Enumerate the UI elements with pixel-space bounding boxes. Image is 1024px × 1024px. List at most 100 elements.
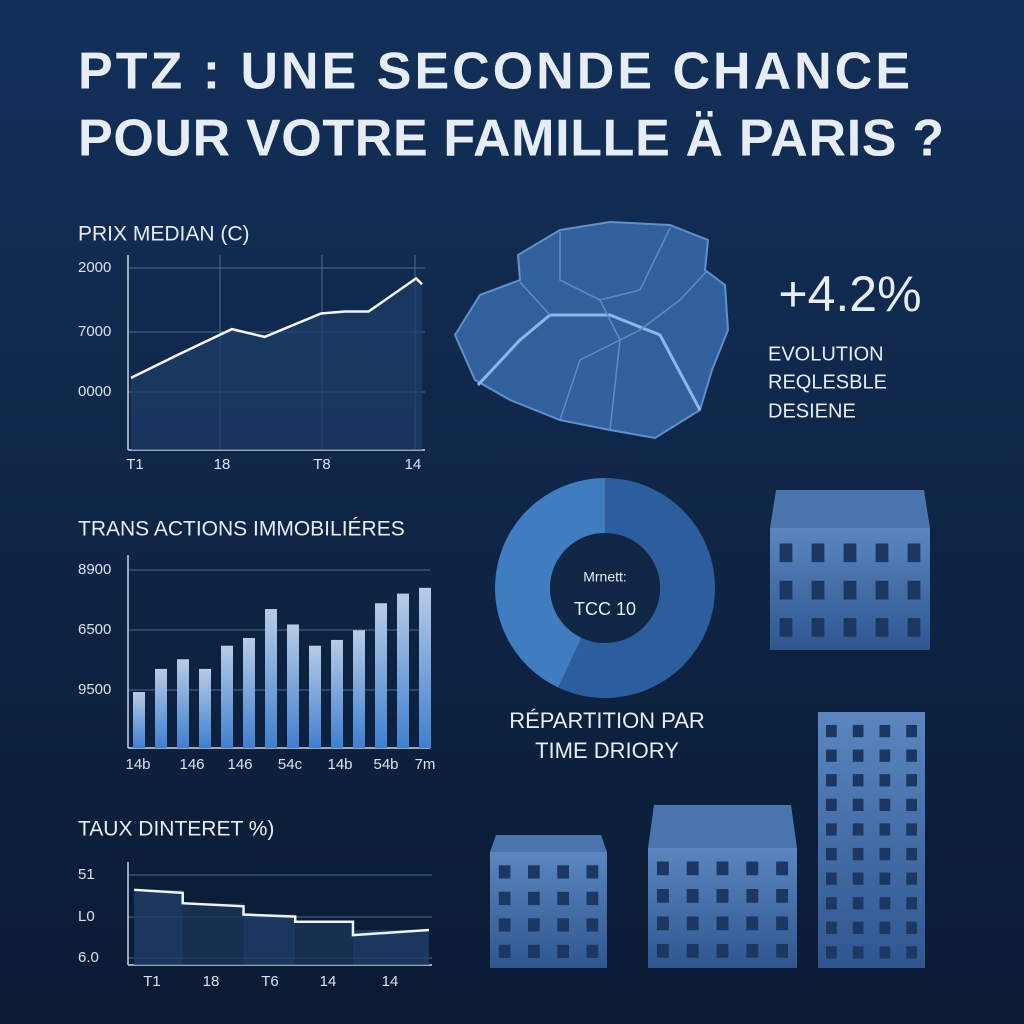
x-tick-label: 146 bbox=[179, 756, 204, 773]
window bbox=[879, 946, 891, 959]
roof bbox=[490, 835, 607, 852]
donut-caption: RÉPARTITION PAR bbox=[509, 708, 705, 733]
bar bbox=[155, 668, 167, 748]
bar bbox=[177, 659, 189, 748]
title-line: PTZ : UNE SECONDE CHANCE bbox=[78, 43, 910, 101]
panel-title: TAUX DINTERET %) bbox=[78, 818, 274, 841]
step-area bbox=[352, 929, 429, 965]
window bbox=[498, 918, 511, 932]
bar bbox=[243, 637, 255, 748]
window bbox=[879, 749, 891, 762]
x-tick-label: 14b bbox=[327, 756, 352, 773]
window bbox=[776, 889, 789, 903]
window bbox=[826, 946, 837, 959]
window bbox=[826, 921, 837, 935]
area bbox=[130, 278, 423, 450]
window bbox=[826, 798, 837, 812]
window bbox=[852, 823, 864, 836]
donut-caption: TIME DRIORY bbox=[535, 738, 679, 763]
window bbox=[875, 618, 889, 637]
window bbox=[557, 944, 569, 959]
window bbox=[879, 847, 891, 861]
window bbox=[528, 918, 540, 932]
window bbox=[528, 891, 540, 906]
evolution-label: REQLESBLE bbox=[768, 371, 887, 393]
window bbox=[906, 847, 917, 861]
bar bbox=[331, 639, 343, 748]
window bbox=[852, 921, 864, 935]
window bbox=[826, 897, 837, 910]
window bbox=[879, 921, 891, 935]
x-tick-label: 14 bbox=[405, 456, 422, 473]
window bbox=[906, 823, 917, 836]
donut-segment bbox=[494, 478, 605, 688]
x-tick-label: 18 bbox=[214, 456, 231, 473]
window bbox=[686, 861, 699, 876]
bar bbox=[397, 593, 409, 748]
x-tick-label: T8 bbox=[313, 456, 331, 473]
x-tick-label: 146 bbox=[227, 756, 252, 773]
window bbox=[746, 944, 759, 958]
donut-center: Mrnett: bbox=[583, 569, 627, 585]
window bbox=[852, 897, 864, 910]
evolution-value: +4.2% bbox=[778, 266, 921, 322]
window bbox=[852, 798, 864, 812]
window bbox=[779, 580, 793, 600]
step-area bbox=[182, 903, 244, 965]
window bbox=[826, 823, 837, 836]
donut-hole bbox=[550, 533, 660, 643]
window bbox=[843, 580, 857, 600]
window bbox=[852, 749, 864, 762]
window bbox=[656, 889, 669, 903]
window bbox=[907, 580, 921, 600]
window bbox=[879, 872, 891, 885]
y-tick-label: 6.0 bbox=[78, 949, 99, 966]
window bbox=[528, 944, 540, 959]
window bbox=[656, 861, 669, 876]
x-tick-label: 7m bbox=[415, 756, 436, 773]
window bbox=[811, 618, 825, 637]
bar bbox=[265, 609, 277, 748]
window bbox=[746, 889, 759, 903]
x-tick-label: 54b bbox=[373, 756, 398, 773]
window bbox=[586, 944, 599, 959]
window bbox=[811, 543, 825, 563]
window bbox=[879, 774, 891, 787]
y-tick-label: L0 bbox=[78, 908, 95, 925]
window bbox=[843, 618, 857, 637]
panel-title: TRANS ACTIONS IMMOBILIÉRES bbox=[78, 518, 405, 541]
window bbox=[852, 946, 864, 959]
window bbox=[586, 865, 599, 879]
window bbox=[826, 872, 837, 885]
window bbox=[686, 916, 699, 931]
step-area bbox=[243, 914, 296, 965]
window bbox=[586, 891, 599, 906]
window bbox=[498, 865, 511, 879]
window bbox=[906, 749, 917, 762]
window bbox=[826, 749, 837, 762]
bar bbox=[419, 587, 431, 748]
buildings bbox=[490, 490, 930, 968]
window bbox=[843, 543, 857, 563]
line bbox=[134, 888, 430, 937]
bar bbox=[133, 692, 145, 748]
window bbox=[879, 897, 891, 910]
window bbox=[875, 543, 889, 563]
y-tick-label: 0000 bbox=[78, 383, 111, 400]
line bbox=[130, 276, 423, 379]
window bbox=[879, 724, 891, 738]
window bbox=[716, 916, 729, 931]
step-area bbox=[295, 921, 353, 965]
window bbox=[906, 897, 917, 910]
window bbox=[528, 865, 540, 879]
window bbox=[779, 618, 793, 637]
window bbox=[498, 944, 511, 959]
x-tick-label: T6 bbox=[261, 973, 279, 990]
window bbox=[906, 798, 917, 812]
x-tick-label: 14 bbox=[382, 973, 399, 990]
window bbox=[906, 946, 917, 959]
x-tick-label: T1 bbox=[126, 456, 144, 473]
bar bbox=[309, 645, 321, 748]
window bbox=[586, 918, 599, 932]
